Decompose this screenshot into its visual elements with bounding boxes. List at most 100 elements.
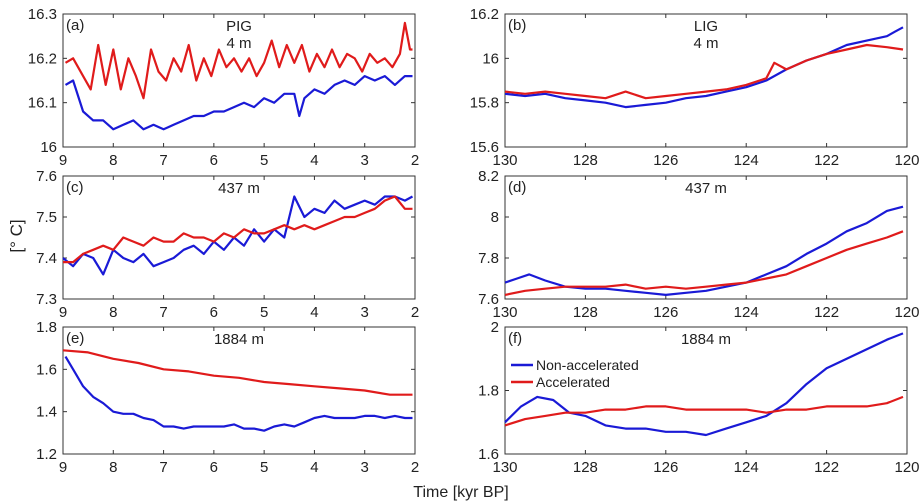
panel-f: 130 128 126 124 122 120 1.6 1.8 2 (f) 1884 m [478,319,919,476]
x-tick-label: 2 [411,459,419,476]
panel-title: 4 m [693,35,718,52]
series-line-accelerated [64,21,413,100]
x-tick-label: 124 [734,152,759,169]
y-tick-label: 7.5 [36,209,57,226]
x-tick-label: 126 [653,152,678,169]
series-line-non-accelerated [64,74,413,131]
panel-title: PIG [226,18,252,35]
panel-label: (e) [66,330,84,347]
axes-frame [504,175,908,300]
x-tick-label: 4 [310,152,318,169]
x-tick-label: 5 [260,152,268,169]
series-line-accelerated [62,349,413,396]
y-axis-label: [° C] [7,219,26,252]
x-tick-label: 5 [260,304,268,321]
x-tick-label: 4 [310,459,318,476]
y-tick-label: 8.2 [478,168,499,185]
x-axis-label: Time [kyr BP] [413,484,508,501]
x-tick-label: 120 [894,304,919,321]
panel-label: (f) [508,330,522,347]
x-tick-label: 130 [492,304,517,321]
series-line-accelerated [504,43,904,100]
x-tick-label: 126 [653,304,678,321]
y-tick-label: 16.2 [470,6,499,23]
x-tick-label: 9 [59,152,67,169]
y-tick-label: 16 [40,139,57,156]
x-tick-label: 128 [573,304,598,321]
y-tick-label: 7.6 [478,291,499,308]
series-line-non-accelerated [504,332,904,437]
y-tick-label: 1.2 [36,446,57,463]
panel-label: (b) [508,17,526,34]
x-tick-label: 126 [653,459,678,476]
x-tick-label: 3 [361,459,369,476]
x-tick-label: 7 [159,304,167,321]
legend-label: Non-accelerated [536,357,639,373]
x-tick-label: 4 [310,304,318,321]
y-tick-label: 1.8 [478,383,499,400]
x-tick-label: 8 [109,459,117,476]
y-tick-label: 15.6 [470,139,499,156]
x-tick-label: 6 [210,304,218,321]
x-tick-label: 122 [814,459,839,476]
x-tick-label: 122 [814,304,839,321]
x-tick-label: 8 [109,152,117,169]
y-tick-label: 1.6 [36,361,57,378]
x-tick-label: 124 [734,459,759,476]
y-tick-label: 7.8 [478,250,499,267]
y-tick-label: 7.3 [36,291,57,308]
axes-frame [504,13,908,148]
x-tick-label: 128 [573,459,598,476]
panel-d: 130 128 126 124 122 120 7.6 7.8 8 8.2 (d) 437 m [478,168,919,321]
axes-frame [62,175,416,300]
panel-label: (c) [66,179,84,196]
y-tick-label: 1.6 [478,446,499,463]
panel-b: 130 128 126 124 122 120 15.6 15.8 16 16.2 (b) LIG4 … [470,6,920,169]
y-tick-label: 16.3 [28,6,57,23]
series-line-non-accelerated [62,195,414,276]
x-tick-label: 9 [59,459,67,476]
y-tick-label: 16.2 [28,50,57,67]
series-line-non-accelerated [504,26,904,109]
y-tick-label: 15.8 [470,95,499,112]
x-tick-label: 120 [894,152,919,169]
panel-title: 437 m [218,180,260,197]
series-line-accelerated [504,230,904,296]
series-line-accelerated [63,195,413,264]
x-tick-label: 128 [573,152,598,169]
x-tick-label: 130 [492,152,517,169]
panel-title: 1884 m [214,331,264,348]
panel-label: (d) [508,179,526,196]
x-tick-label: 120 [894,459,919,476]
y-tick-label: 7.6 [36,168,57,185]
panel-title: 437 m [685,180,727,197]
panel-e: 9 8 7 6 5 4 3 2 1.2 1.4 1.6 1.8 (e) 1884 m [36,319,419,476]
panel-title: LIG [694,18,718,35]
axes-frame [62,326,416,455]
y-tick-label: 16 [482,50,499,67]
panel-title: 1884 m [681,331,731,348]
x-tick-label: 6 [210,152,218,169]
legend-label: Accelerated [536,374,610,390]
x-tick-label: 9 [59,304,67,321]
x-tick-label: 122 [814,152,839,169]
x-tick-label: 5 [260,459,268,476]
panel-c: 9 8 7 6 5 4 3 2 7.3 7.4 7.5 7.6 (c) 437 m [36,168,419,321]
x-tick-label: 2 [411,152,419,169]
x-tick-label: 130 [492,459,517,476]
x-tick-label: 2 [411,304,419,321]
y-tick-label: 7.4 [36,250,57,267]
x-tick-label: 7 [159,152,167,169]
series-line-accelerated [504,395,904,427]
y-tick-label: 1.8 [36,319,57,336]
x-tick-label: 8 [109,304,117,321]
series-line-non-accelerated [504,205,904,296]
panel-label: (a) [66,17,84,34]
x-tick-label: 3 [361,152,369,169]
y-tick-label: 1.4 [36,404,57,421]
x-tick-label: 124 [734,304,759,321]
